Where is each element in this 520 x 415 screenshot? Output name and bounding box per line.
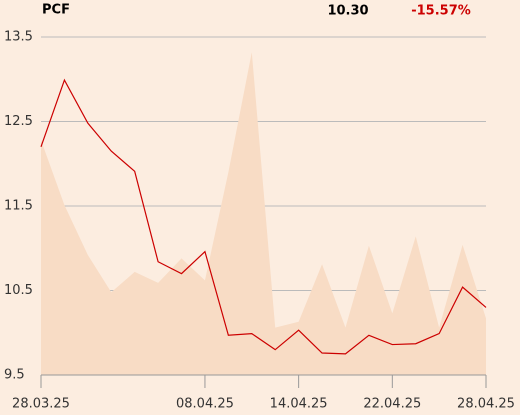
x-tick-label: 14.04.25	[270, 397, 328, 412]
change: -15.57%	[411, 4, 471, 19]
y-tick-label: 10.5	[4, 283, 33, 298]
x-tick-label: 28.03.25	[12, 397, 70, 412]
x-tick-label: 28.04.25	[457, 397, 515, 412]
x-tick-label: 08.04.25	[176, 397, 234, 412]
price-line	[40, 78, 487, 355]
chart-title: PCF	[42, 3, 70, 18]
y-tick-label: 13.5	[4, 30, 33, 45]
x-tick-label: 22.04.25	[363, 397, 421, 412]
price: 10.30	[327, 4, 368, 19]
y-tick-label: 9.5	[4, 368, 25, 383]
y-tick-label: 11.5	[4, 199, 33, 214]
area	[41, 52, 486, 376]
y-tick-label: 12.5	[4, 114, 33, 129]
